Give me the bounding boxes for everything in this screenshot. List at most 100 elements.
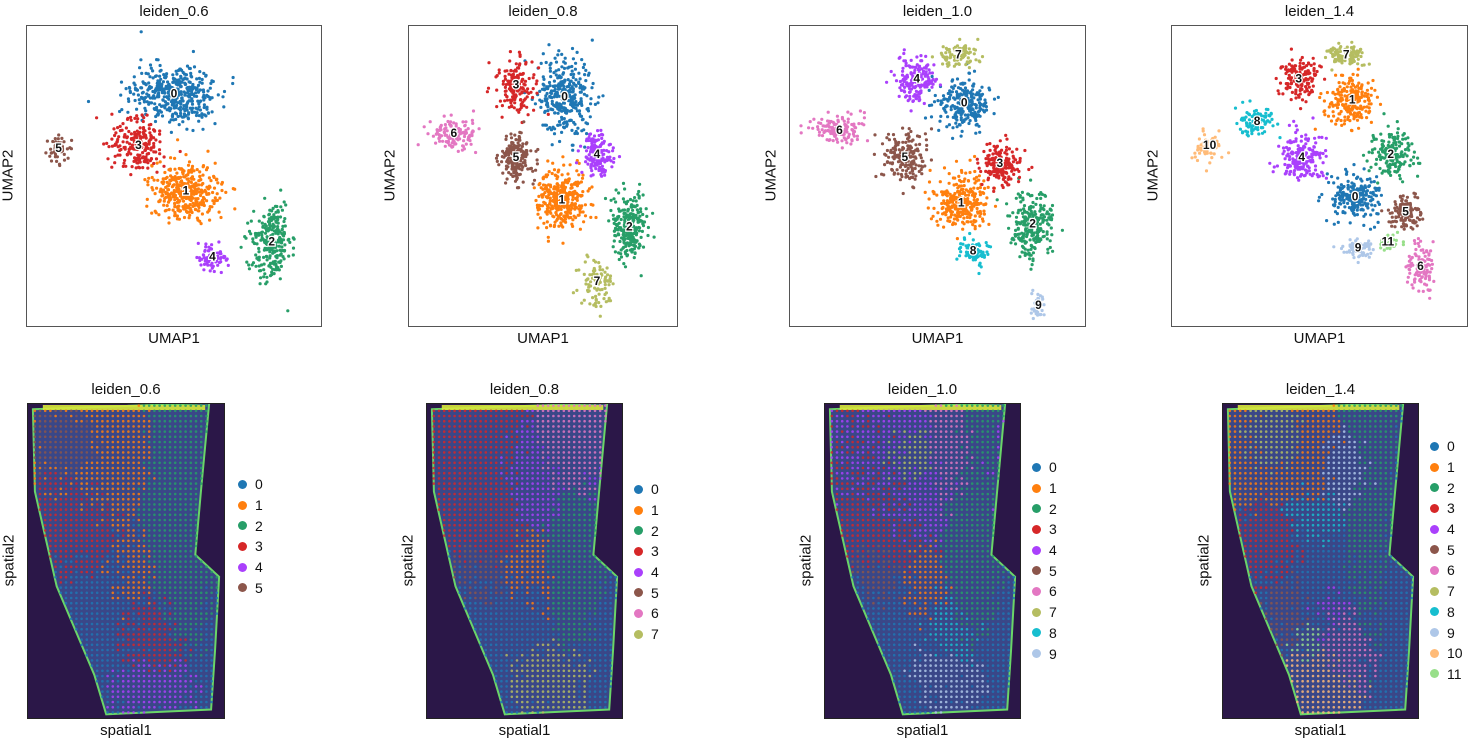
legend-item-0: 0 [1430, 436, 1463, 457]
cluster-label-9: 9 [1355, 241, 1362, 255]
x-axis-label: spatial1 [100, 722, 152, 739]
legend-item-0: 0 [634, 479, 659, 500]
cluster-label-3: 3 [135, 138, 142, 152]
legend-item-3: 3 [1430, 498, 1463, 519]
cluster-1-points [532, 155, 598, 245]
legend-marker [238, 521, 247, 531]
cluster-6-points [799, 109, 870, 150]
legend-item-4: 4 [1430, 519, 1463, 540]
legend-marker [1032, 545, 1041, 555]
x-axis-label: spatial1 [896, 722, 949, 739]
legend-item-4: 4 [1032, 540, 1057, 561]
cluster-label-8: 8 [1254, 114, 1261, 128]
legend-label: 1 [651, 502, 659, 519]
cluster-label-5: 5 [1402, 204, 1409, 218]
cluster-9-points [1029, 288, 1046, 321]
legend-label: 8 [1447, 603, 1455, 620]
legend-marker [1430, 441, 1439, 451]
legend-item-6: 6 [634, 603, 659, 624]
cluster-7-points [1323, 40, 1371, 72]
panel-title: leiden_1.4 [1285, 381, 1356, 398]
cluster-label-5: 5 [513, 150, 520, 164]
legend-item-9: 9 [1430, 622, 1463, 643]
legend-marker [1430, 545, 1439, 555]
legend: 0 1 2 3 4 5 [238, 474, 263, 598]
cluster-2-points [239, 188, 296, 313]
cluster-4-points [195, 240, 230, 275]
spatial-plot-leiden_0.8 [426, 403, 623, 719]
legend-label: 3 [1447, 500, 1455, 517]
cluster-label-7: 7 [955, 47, 962, 61]
legend-label: 2 [255, 517, 263, 534]
cluster-5-points [494, 120, 540, 190]
cluster-label-4: 4 [1298, 150, 1305, 164]
legend-label: 0 [651, 481, 659, 498]
legend: 0 1 2 3 4 5 6 7 8 9 10 11 [1430, 436, 1463, 684]
x-axis-label: spatial1 [498, 722, 551, 739]
cluster-0-points [523, 38, 605, 152]
legend-item-1: 1 [634, 500, 659, 521]
legend-label: 7 [651, 626, 659, 643]
legend-label: 4 [651, 564, 659, 581]
y-axis-label: spatial2 [0, 534, 18, 587]
legend-label: 5 [651, 584, 659, 601]
cluster-label-0: 0 [961, 96, 968, 110]
cluster-3-points [485, 50, 550, 125]
legend-marker [1430, 462, 1439, 472]
legend-label: 9 [1447, 624, 1455, 641]
legend: 0 1 2 3 4 5 6 7 [634, 479, 659, 645]
legend-item-0: 0 [238, 474, 263, 495]
legend-item-5: 5 [1032, 560, 1057, 581]
y-axis-label: UMAP2 [0, 149, 17, 202]
legend-marker [1430, 483, 1439, 493]
legend-item-8: 8 [1430, 602, 1463, 623]
cluster-label-0: 0 [1352, 189, 1359, 203]
legend-marker [1032, 628, 1041, 638]
spots-layer [1228, 404, 1414, 714]
y-axis-label: spatial2 [797, 534, 815, 587]
cluster-0-points [1317, 163, 1383, 231]
points-layer [799, 37, 1064, 321]
cluster-label-2: 2 [1029, 216, 1036, 230]
legend-marker [1032, 607, 1041, 617]
legend-item-4: 4 [238, 557, 263, 578]
cluster-label-6: 6 [836, 123, 843, 137]
cluster-label-1: 1 [1349, 93, 1356, 107]
legend-label: 5 [1447, 541, 1455, 558]
legend-label: 4 [1049, 542, 1057, 559]
legend-label: 5 [255, 579, 263, 596]
cluster-label-7: 7 [594, 274, 601, 288]
legend-marker [634, 608, 643, 618]
cluster-1-points [1313, 67, 1383, 133]
legend-marker [1430, 503, 1439, 513]
legend-item-5: 5 [1430, 539, 1463, 560]
cluster-5-points [872, 126, 934, 196]
legend-label: 0 [255, 476, 263, 493]
legend-marker [1430, 524, 1439, 534]
cluster-label-3: 3 [1295, 72, 1302, 86]
legend-item-3: 3 [1032, 519, 1057, 540]
legend-item-1: 1 [1032, 478, 1057, 499]
legend-marker [1032, 462, 1041, 472]
legend-item-2: 2 [634, 520, 659, 541]
panel-title: leiden_1.4 [1284, 3, 1355, 20]
cluster-1-points [143, 138, 237, 226]
tissue-image [31, 403, 221, 716]
cluster-4-points [1268, 116, 1328, 182]
cluster-label-2: 2 [268, 235, 275, 249]
legend-marker [1032, 524, 1041, 534]
x-axis-label: spatial1 [1294, 722, 1347, 739]
legend-item-8: 8 [1032, 623, 1057, 644]
cluster-4-points [885, 48, 942, 113]
cluster-8-points [955, 231, 993, 276]
cluster-2-points [603, 181, 656, 278]
x-axis-label: UMAP1 [517, 330, 569, 347]
legend-label: 5 [1049, 562, 1057, 579]
cluster-label-0: 0 [171, 87, 178, 101]
legend-item-9: 9 [1032, 643, 1057, 664]
cluster-label-3: 3 [997, 156, 1004, 170]
legend-item-1: 1 [1430, 457, 1463, 478]
cluster-11-points [1379, 230, 1405, 252]
legend-label: 1 [255, 497, 263, 514]
legend-marker [1430, 628, 1439, 638]
